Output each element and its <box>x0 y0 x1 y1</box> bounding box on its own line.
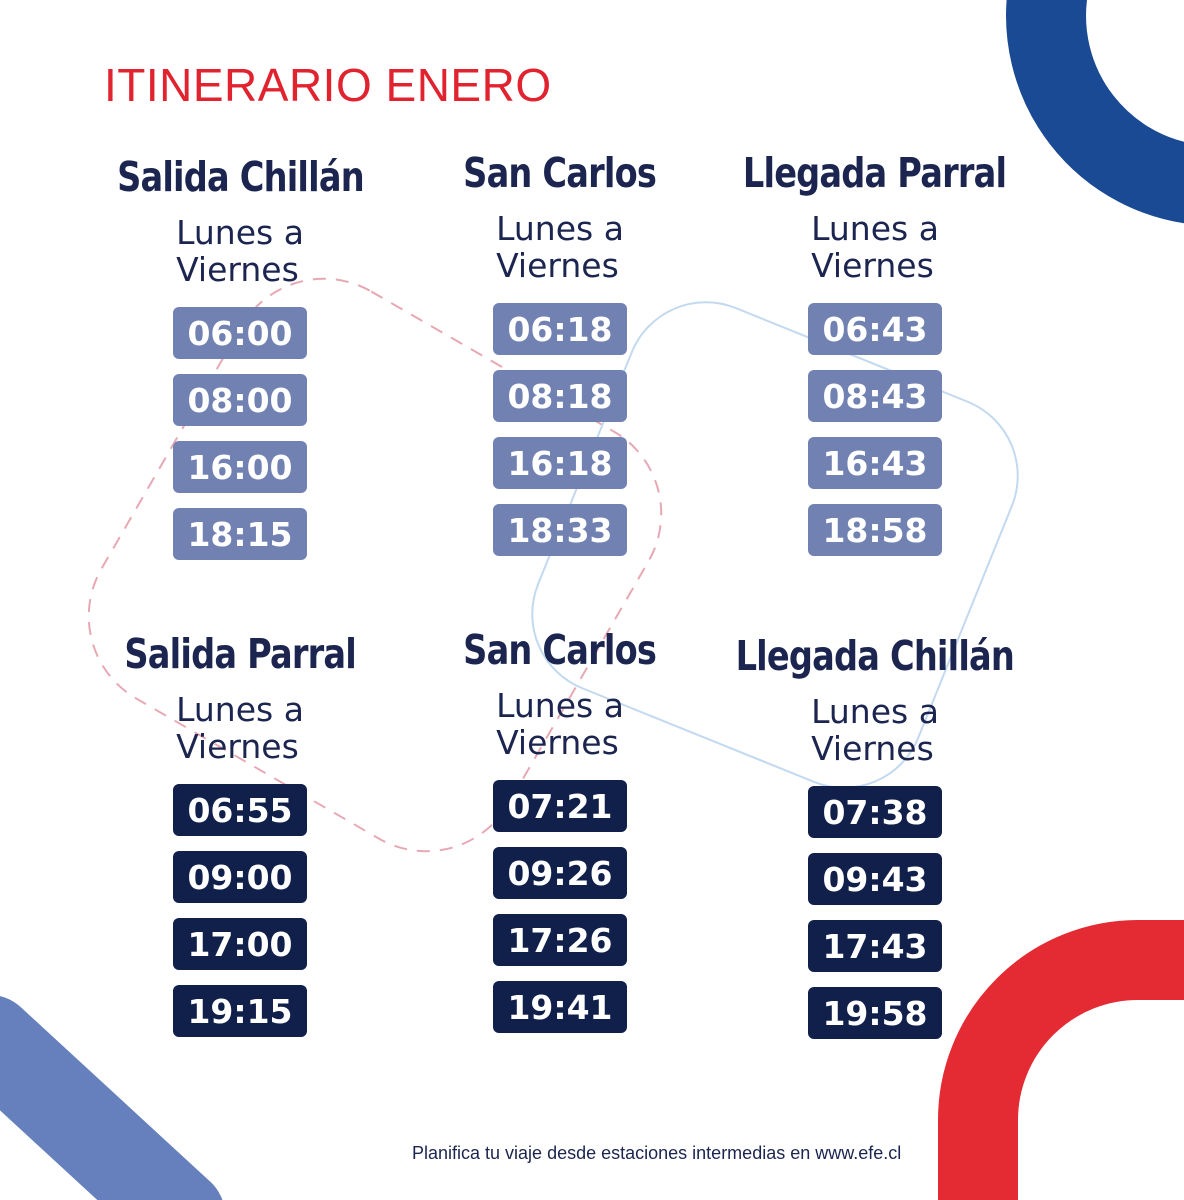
days-label: Lunes a Viernes <box>811 209 939 285</box>
schedule-column-san-carlos-outbound: San Carlos Lunes a Viernes 06:18 08:18 1… <box>425 153 695 556</box>
time-list: 06:00 08:00 16:00 18:15 <box>173 307 307 560</box>
dashed-rounded-square <box>87 277 663 853</box>
station-name: Llegada Chillán <box>735 632 1015 680</box>
time-list: 06:43 08:43 16:43 18:58 <box>808 303 942 556</box>
time-badge: 18:58 <box>808 504 942 556</box>
time-badge: 07:21 <box>493 780 627 832</box>
schedule-column-llegada-parral: Llegada Parral Lunes a Viernes 06:43 08:… <box>740 153 1010 556</box>
days-label: Lunes a Viernes <box>496 686 624 762</box>
time-badge: 19:15 <box>173 985 307 1037</box>
time-badge: 19:41 <box>493 981 627 1033</box>
schedule-column-salida-chillan: Salida Chillán Lunes a Viernes 06:00 08:… <box>105 157 375 560</box>
light-blue-band <box>0 996 223 1200</box>
days-label: Lunes a Viernes <box>811 692 939 768</box>
time-badge: 19:58 <box>808 987 942 1039</box>
station-name: San Carlos <box>463 626 658 674</box>
time-list: 07:38 09:43 17:43 19:58 <box>808 786 942 1039</box>
days-label: Lunes a Viernes <box>176 690 304 766</box>
time-list: 06:55 09:00 17:00 19:15 <box>173 784 307 1037</box>
days-label: Lunes a Viernes <box>496 209 624 285</box>
station-name: Llegada Parral <box>743 149 1007 197</box>
time-badge: 08:00 <box>173 374 307 426</box>
time-badge: 17:00 <box>173 918 307 970</box>
station-name: San Carlos <box>463 149 658 197</box>
time-badge: 06:43 <box>808 303 942 355</box>
blue-arc <box>1006 0 1184 223</box>
time-badge: 17:43 <box>808 920 942 972</box>
time-badge: 06:55 <box>173 784 307 836</box>
time-badge: 16:18 <box>493 437 627 489</box>
station-name: Salida Chillán <box>116 153 365 201</box>
footer-note: Planifica tu viaje desde estaciones inte… <box>412 1143 902 1163</box>
time-badge: 16:43 <box>808 437 942 489</box>
time-badge: 18:15 <box>173 508 307 560</box>
time-badge: 16:00 <box>173 441 307 493</box>
time-badge: 09:43 <box>808 853 942 905</box>
schedule-column-salida-parral: Salida Parral Lunes a Viernes 06:55 09:0… <box>105 634 375 1037</box>
time-list: 07:21 09:26 17:26 19:41 <box>493 780 627 1033</box>
time-badge: 18:33 <box>493 504 627 556</box>
page-title: ITINERARIO ENERO <box>104 59 552 111</box>
time-badge: 09:00 <box>173 851 307 903</box>
station-name: Salida Parral <box>124 630 356 678</box>
time-badge: 07:38 <box>808 786 942 838</box>
days-label: Lunes a Viernes <box>176 213 304 289</box>
time-badge: 08:43 <box>808 370 942 422</box>
time-badge: 17:26 <box>493 914 627 966</box>
time-badge: 06:18 <box>493 303 627 355</box>
schedule-column-llegada-chillan: Llegada Chillán Lunes a Viernes 07:38 09… <box>730 636 1020 1039</box>
time-badge: 09:26 <box>493 847 627 899</box>
time-list: 06:18 08:18 16:18 18:33 <box>493 303 627 556</box>
time-badge: 08:18 <box>493 370 627 422</box>
red-arc <box>938 920 1184 1200</box>
schedule-column-san-carlos-return: San Carlos Lunes a Viernes 07:21 09:26 1… <box>425 630 695 1033</box>
time-badge: 06:00 <box>173 307 307 359</box>
